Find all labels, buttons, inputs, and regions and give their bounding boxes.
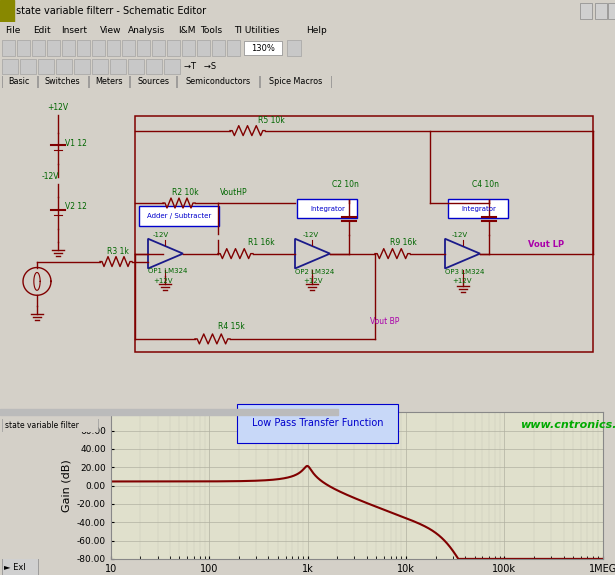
Text: OP1 LM324: OP1 LM324 [148, 269, 188, 274]
Text: C4 10n: C4 10n [472, 180, 499, 189]
Bar [580, 3, 592, 18]
Bar [107, 40, 120, 56]
Text: Help: Help [306, 26, 327, 34]
Bar [137, 40, 150, 56]
Text: ► Exl: ► Exl [4, 563, 26, 572]
Text: R1 16k: R1 16k [248, 237, 275, 247]
Bar [92, 59, 108, 74]
Text: -12V: -12V [452, 232, 468, 237]
Bar [0, 409, 338, 415]
Bar [182, 40, 195, 56]
Bar [38, 59, 54, 74]
Text: TI Utilities: TI Utilities [234, 26, 279, 34]
Text: →T   →S: →T →S [184, 62, 216, 71]
Bar [167, 40, 180, 56]
FancyBboxPatch shape [1, 70, 36, 94]
Text: Adder / Subtracter: Adder / Subtracter [147, 213, 211, 219]
Text: +12V: +12V [153, 278, 172, 285]
Text: R4 15k: R4 15k [218, 322, 245, 331]
FancyBboxPatch shape [177, 70, 258, 94]
Bar [227, 40, 240, 56]
Text: I&M: I&M [178, 26, 196, 34]
Bar [20, 59, 36, 74]
FancyBboxPatch shape [260, 70, 331, 94]
Text: V1 12: V1 12 [65, 139, 87, 148]
Text: Sources: Sources [137, 77, 169, 86]
Bar [152, 40, 165, 56]
Text: Switches: Switches [45, 77, 81, 86]
Text: C2 10n: C2 10n [332, 180, 359, 189]
Text: R2 10k: R2 10k [172, 188, 199, 197]
Bar [47, 40, 60, 56]
Y-axis label: Gain (dB): Gain (dB) [61, 459, 71, 512]
Bar [128, 59, 144, 74]
Text: Insert: Insert [61, 26, 87, 34]
Bar [595, 3, 607, 18]
Text: -12V: -12V [42, 172, 60, 181]
Bar [77, 40, 90, 56]
Text: R3 1k: R3 1k [107, 247, 129, 256]
Bar [287, 40, 301, 56]
Bar [244, 41, 282, 55]
Text: R5 10k: R5 10k [258, 116, 285, 125]
Text: state variable filterr - Schematic Editor: state variable filterr - Schematic Edito… [16, 6, 206, 16]
Bar [62, 40, 75, 56]
FancyBboxPatch shape [139, 206, 219, 226]
Text: -12V: -12V [303, 232, 319, 237]
Text: Tools: Tools [200, 26, 223, 34]
Text: Semiconductors: Semiconductors [185, 77, 250, 86]
Bar [32, 40, 45, 56]
Text: VoutHP: VoutHP [220, 188, 248, 197]
Text: www.cntronics.com: www.cntronics.com [520, 420, 615, 431]
Bar [2, 40, 15, 56]
Text: +12V: +12V [452, 278, 472, 285]
FancyBboxPatch shape [448, 199, 508, 218]
Text: state variable filter: state variable filter [5, 421, 79, 430]
Text: R9 16k: R9 16k [390, 237, 417, 247]
Bar [164, 59, 180, 74]
Bar [0, 0, 14, 22]
FancyBboxPatch shape [1, 553, 38, 575]
Text: Vout LP: Vout LP [528, 240, 564, 248]
Text: Vout BP: Vout BP [370, 317, 399, 326]
Bar [122, 40, 135, 56]
FancyBboxPatch shape [1, 413, 98, 438]
Text: Spice Macros: Spice Macros [269, 77, 322, 86]
Bar [608, 3, 615, 18]
Text: V2 12: V2 12 [65, 202, 87, 211]
Text: 130%: 130% [251, 44, 275, 52]
Bar [212, 40, 225, 56]
Bar [17, 40, 30, 56]
Bar [197, 40, 210, 56]
Text: View: View [100, 26, 122, 34]
Text: Integrator: Integrator [311, 206, 346, 212]
Bar [135, 116, 593, 352]
Bar [110, 59, 126, 74]
Text: File: File [5, 26, 20, 34]
Text: Meters: Meters [95, 77, 123, 86]
Bar [74, 59, 90, 74]
Text: Analysis: Analysis [128, 26, 165, 34]
Text: +12V: +12V [303, 278, 322, 285]
Text: Low Pass Transfer Function: Low Pass Transfer Function [252, 418, 383, 428]
FancyBboxPatch shape [89, 70, 129, 94]
FancyBboxPatch shape [130, 70, 176, 94]
FancyBboxPatch shape [297, 199, 357, 218]
Text: Basic: Basic [9, 77, 30, 86]
Text: OP2 LM324: OP2 LM324 [295, 270, 334, 275]
Text: Integrator: Integrator [462, 206, 496, 212]
Text: +12V: +12V [47, 103, 68, 112]
Text: -12V: -12V [153, 232, 169, 237]
FancyBboxPatch shape [38, 70, 88, 94]
Text: Edit: Edit [33, 26, 50, 34]
Text: OP3 LM324: OP3 LM324 [445, 270, 485, 275]
Bar [56, 59, 72, 74]
Bar [92, 40, 105, 56]
Bar [2, 59, 18, 74]
Bar [146, 59, 162, 74]
